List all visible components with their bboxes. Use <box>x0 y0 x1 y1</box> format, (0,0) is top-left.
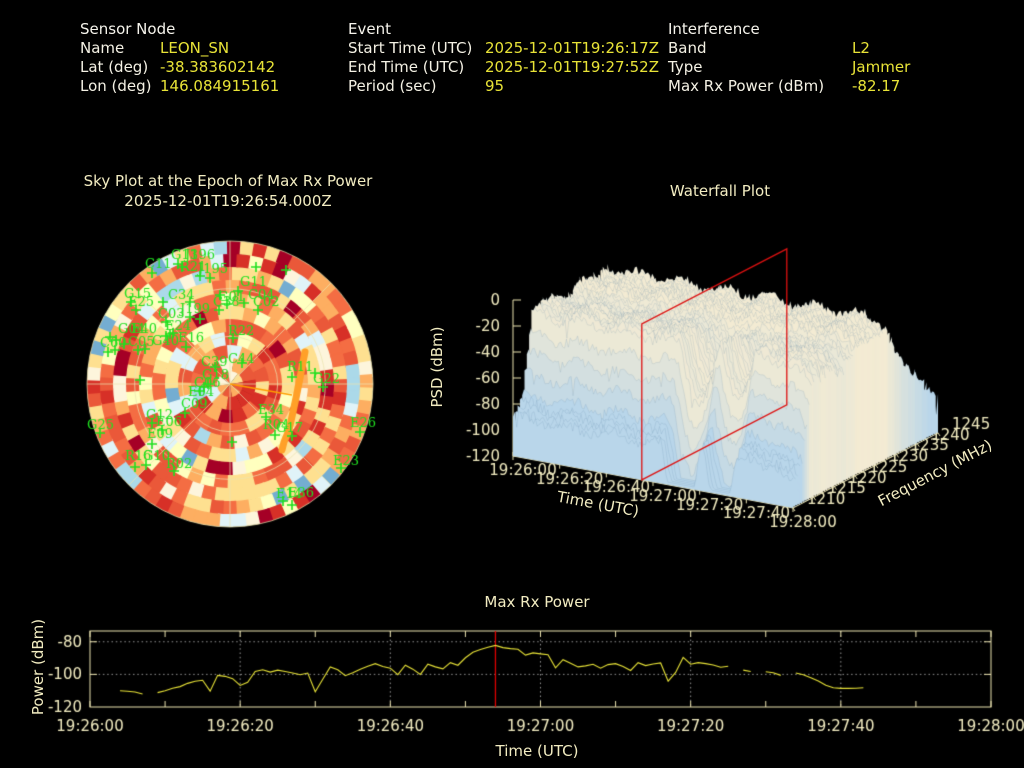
sensor-name-label: Name <box>80 39 125 57</box>
interference-band-row: Band L2 <box>668 39 910 58</box>
event-start-label: Start Time (UTC) <box>348 39 473 57</box>
waterfall-ylabel: PSD (dBm) <box>428 326 446 408</box>
event-start-value: 2025-12-01T19:26:17Z <box>485 39 659 57</box>
sensor-lon-row: Lon (deg) 146.084915161 <box>80 77 279 96</box>
sensor-name-row: Name LEON_SN <box>80 39 279 58</box>
sensor-lat-label: Lat (deg) <box>80 58 149 76</box>
interference-type-row: Type Jammer <box>668 58 910 77</box>
max-rx-power-xlabel: Time (UTC) <box>495 742 579 760</box>
event-end-row: End Time (UTC) 2025-12-01T19:27:52Z <box>348 58 659 77</box>
sensor-node-title: Sensor Node <box>80 20 176 38</box>
sensor-lon-label: Lon (deg) <box>80 77 152 95</box>
sky-plot-title: Sky Plot at the Epoch of Max Rx Power 20… <box>78 171 378 211</box>
event-period-row: Period (sec) 95 <box>348 77 659 96</box>
interference-type-value: Jammer <box>852 58 911 76</box>
max-rx-power-ylabel: Power (dBm) <box>29 618 47 716</box>
event-title: Event <box>348 20 391 38</box>
interference-power-row: Max Rx Power (dBm) -82.17 <box>668 77 910 96</box>
event-period-label: Period (sec) <box>348 77 437 95</box>
event-end-value: 2025-12-01T19:27:52Z <box>485 58 659 76</box>
sensor-lon-value: 146.084915161 <box>160 77 280 95</box>
sensor-lat-value: -38.383602142 <box>160 58 276 76</box>
waterfall-canvas <box>420 165 1024 545</box>
interference-section: Interference Band L2 Type Jammer Max Rx Po… <box>668 20 910 96</box>
interference-power-value: -82.17 <box>852 77 901 95</box>
event-section: Event Start Time (UTC) 2025-12-01T19:26:1… <box>348 20 659 96</box>
interference-band-value: L2 <box>852 39 870 57</box>
interference-title: Interference <box>668 20 760 38</box>
sensor-lat-row: Lat (deg) -38.383602142 <box>80 58 279 77</box>
sensor-node-section: Sensor Node Name LEON_SN Lat (deg) -38.383… <box>80 20 279 96</box>
event-end-label: End Time (UTC) <box>348 58 465 76</box>
event-start-row: Start Time (UTC) 2025-12-01T19:26:17Z <box>348 39 659 58</box>
interference-power-label: Max Rx Power (dBm) <box>668 77 825 95</box>
sky-plot-canvas <box>80 232 380 532</box>
interference-band-label: Band <box>668 39 707 57</box>
event-period-value: 95 <box>485 77 505 95</box>
max-rx-power-canvas <box>0 580 1024 768</box>
sensor-name-value: LEON_SN <box>160 39 230 57</box>
interference-type-label: Type <box>668 58 703 76</box>
sky-plot-title-line2: 2025-12-01T19:26:54.000Z <box>124 192 332 210</box>
sky-plot-title-line1: Sky Plot at the Epoch of Max Rx Power <box>83 172 373 190</box>
